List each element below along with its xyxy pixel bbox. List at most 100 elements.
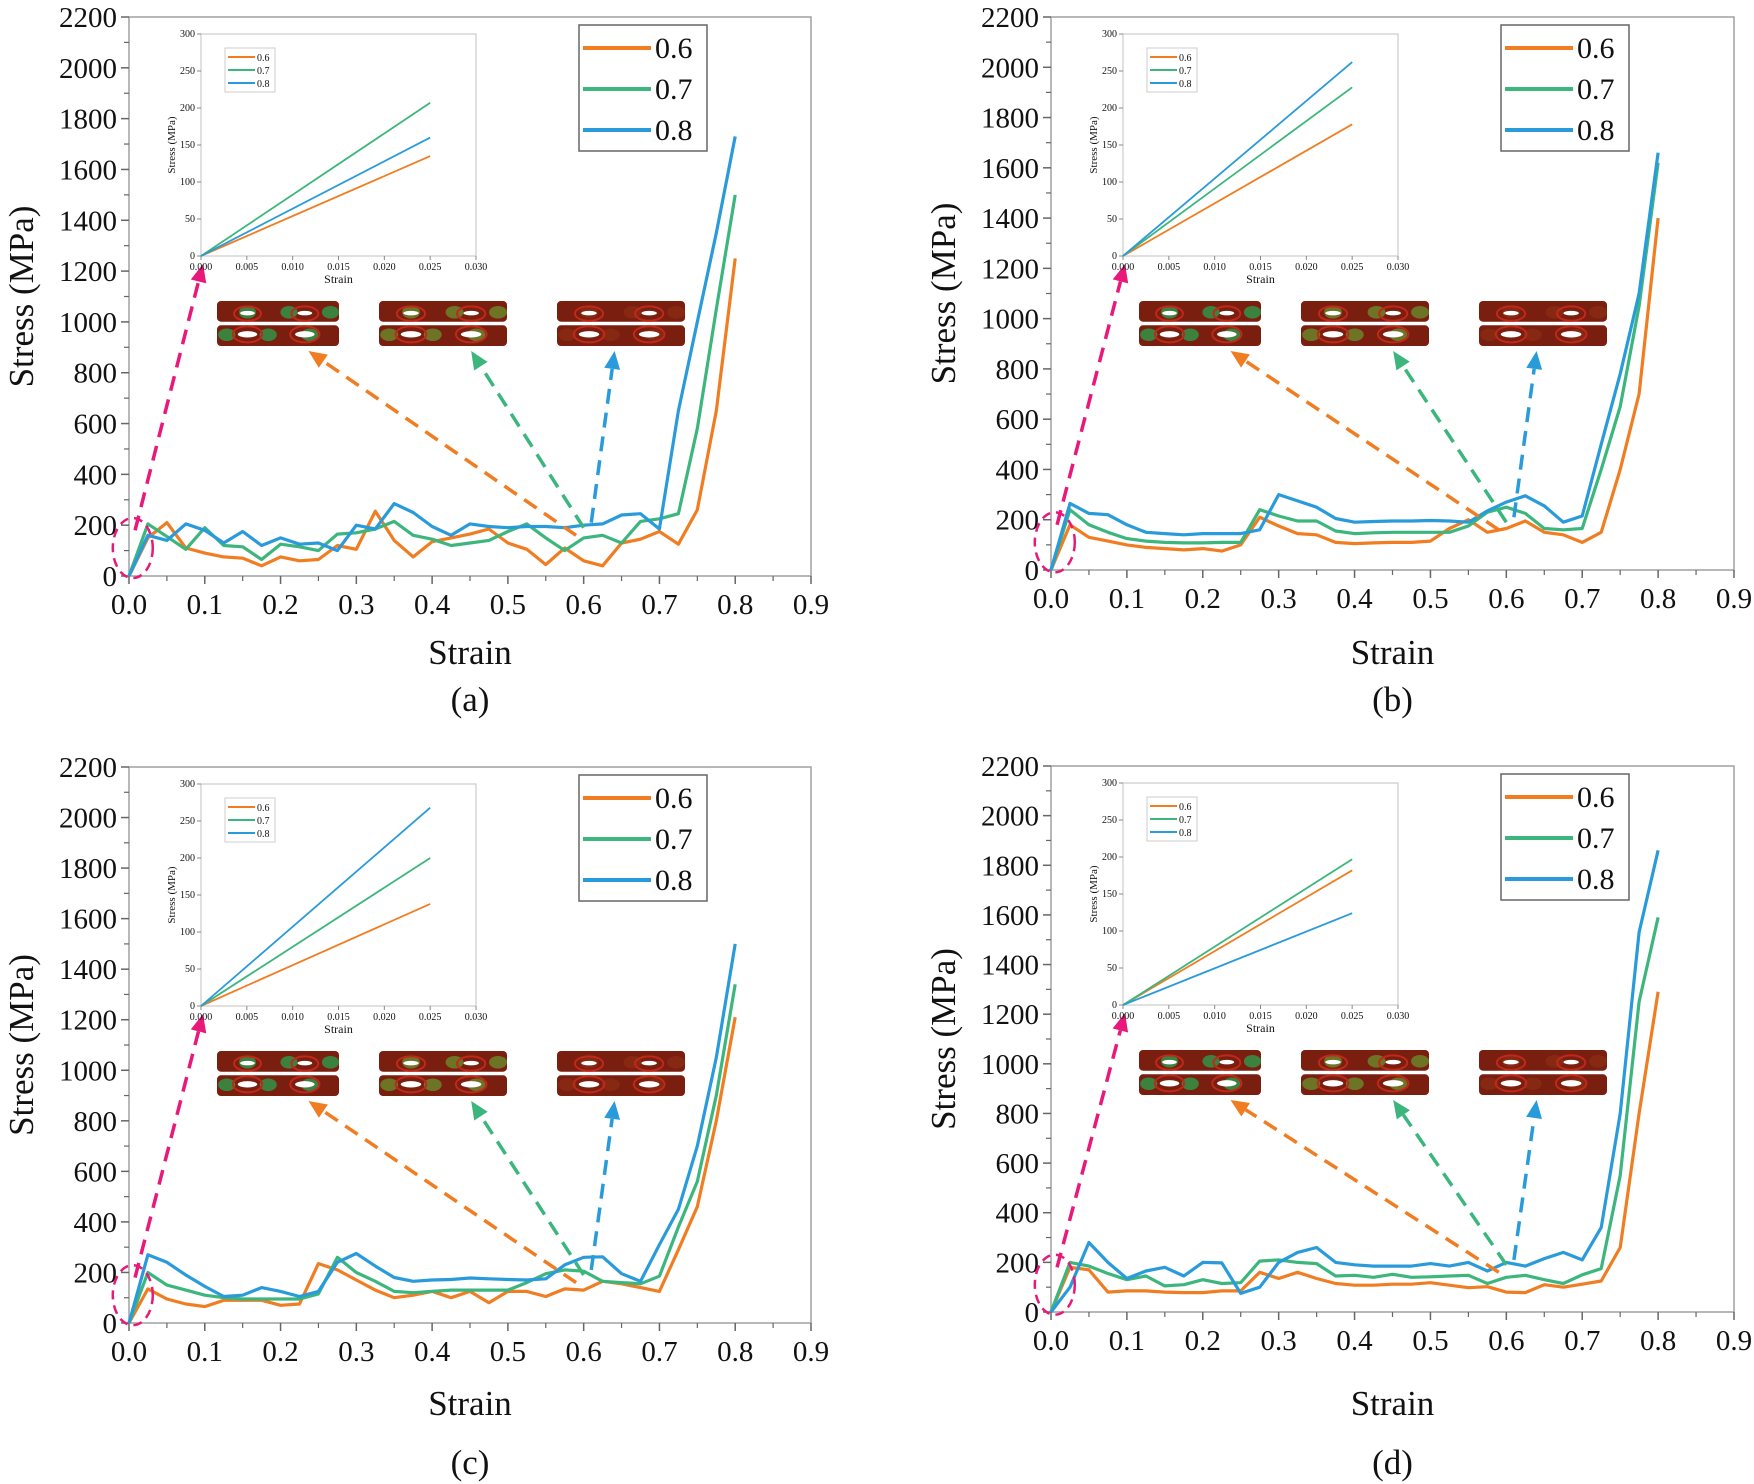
thumb-cell-ring xyxy=(456,1055,487,1072)
inset-x-tick-label: 0.020 xyxy=(373,262,396,273)
inset-legend-label: 0.7 xyxy=(257,816,270,827)
thumb-cell-hole xyxy=(295,1081,315,1088)
thumb-cell-ring xyxy=(1155,305,1184,322)
y-tick-label: 1200 xyxy=(981,999,1039,1031)
inset-x-tick-label: 0.025 xyxy=(419,1012,442,1023)
thumb-gap xyxy=(223,322,333,325)
y-tick-label: 0 xyxy=(1025,1297,1040,1329)
y-tick-label: 0 xyxy=(103,561,118,593)
arrow-shaft xyxy=(1244,1108,1500,1274)
fea-deformation-image-0.6 xyxy=(1139,1050,1261,1095)
inset-y-tick-label: 100 xyxy=(1102,177,1117,188)
legend: 0.6 0.7 0.8 xyxy=(578,24,708,152)
arrow-head xyxy=(604,351,621,370)
y-tick-label: 400 xyxy=(74,1207,118,1239)
y-tick-label: 1800 xyxy=(981,103,1039,135)
thumb-lower-beam xyxy=(1479,325,1607,346)
inset-chart: 0.000 0.005 0.010 0.015 0.020 0.025 0.030 0 50 10… xyxy=(166,29,487,286)
thumb-cell-hole xyxy=(400,331,422,338)
thumb-cell-hole xyxy=(463,310,479,316)
arrow-to-image-0.7 xyxy=(471,1101,586,1276)
thumb-cell-hole xyxy=(1563,310,1579,316)
y-tick-label: 1400 xyxy=(981,950,1039,982)
y-axis-title: Stress (MPa) xyxy=(2,206,41,388)
x-tick-label: 0.4 xyxy=(414,1336,451,1368)
inset-x-tick-label: 0.025 xyxy=(419,262,442,273)
panel-label: (a) xyxy=(451,680,490,719)
y-axis-title: Stress (MPa) xyxy=(924,203,963,385)
inset-series-line-0.8 xyxy=(1122,912,1353,1006)
inset-y-tick-label: 0 xyxy=(190,1001,195,1012)
thumb-cell-hole xyxy=(1325,1059,1341,1065)
inset-y-tick-label: 300 xyxy=(1102,29,1117,40)
fea-deformation-image-0.8 xyxy=(557,301,685,346)
thumb-cell-hole xyxy=(1560,331,1582,338)
thumb-cell-hole xyxy=(641,310,657,316)
y-tick-label: 2000 xyxy=(981,801,1039,833)
inset-series-line-0.8 xyxy=(1122,61,1353,257)
inset-x-tick-label: 0.010 xyxy=(1203,262,1226,273)
arrow-shaft xyxy=(1401,1113,1508,1266)
x-tick-label: 0.7 xyxy=(641,589,677,621)
arrow-shaft xyxy=(322,1109,578,1285)
thumb-cell-hole xyxy=(460,331,482,338)
inset-legend-label: 0.6 xyxy=(1179,53,1192,64)
arrow-head xyxy=(604,1101,621,1120)
panel-label: (c) xyxy=(451,1443,490,1482)
thumb-cell-ring xyxy=(456,305,487,322)
inset-y-tick-label: 250 xyxy=(180,66,195,77)
inset-x-tick-label: 0.000 xyxy=(1112,262,1135,273)
elastic-region-highlight xyxy=(1033,1253,1077,1316)
thumb-cell-ring xyxy=(1494,1074,1528,1093)
inset-y-tick-label: 0 xyxy=(190,251,195,262)
thumb-stress-patch xyxy=(423,328,442,342)
inset-y-tick-label: 150 xyxy=(180,890,195,901)
inset-x-tick-label: 0.010 xyxy=(281,262,304,273)
y-tick-label: 800 xyxy=(996,1098,1040,1130)
y-tick-label: 800 xyxy=(74,1106,118,1138)
arrow-head xyxy=(471,1101,488,1121)
thumb-cell-ring xyxy=(1316,325,1350,344)
legend-label: 0.6 xyxy=(655,32,693,65)
y-tick-label: 1800 xyxy=(59,853,117,885)
legend-label: 0.6 xyxy=(1577,781,1615,814)
thumb-gap xyxy=(385,322,501,325)
thumb-stress-patch xyxy=(259,328,277,342)
chart-panel-a: 0.0 0.1 0.2 0.3 0.4 0.5 0.6 0.7 0.8 0.9 0 200 400 600… xyxy=(2,2,829,719)
x-tick-label: 0.2 xyxy=(262,589,298,621)
inset-x-tick-label: 0.030 xyxy=(465,262,488,273)
legend-label: 0.8 xyxy=(1577,863,1615,896)
thumb-stress-patch xyxy=(601,328,620,342)
inset-y-tick-label: 50 xyxy=(185,214,195,225)
y-tick-label: 1800 xyxy=(981,850,1039,882)
thumb-gap xyxy=(1307,322,1423,325)
thumb-cell-ring xyxy=(1317,305,1349,322)
thumb-cell-hole xyxy=(403,1060,419,1066)
arrow-head xyxy=(1526,1100,1542,1119)
thumb-stress-patch xyxy=(380,1078,399,1092)
y-tick-label: 200 xyxy=(996,1247,1040,1279)
thumb-lower-beam xyxy=(1301,325,1429,346)
thumb-stress-patch xyxy=(1181,1077,1199,1091)
inset-y-axis-title: Stress (MPa) xyxy=(1088,865,1100,922)
x-tick-label: 0.2 xyxy=(262,1336,298,1368)
inset-x-tick-label: 0.030 xyxy=(1387,1011,1410,1022)
panel-label: (d) xyxy=(1372,1443,1413,1482)
x-tick-label: 0.1 xyxy=(187,1336,223,1368)
x-tick-label: 0.0 xyxy=(1033,1325,1069,1357)
thumb-cell-ring xyxy=(454,325,488,344)
inset-legend-label: 0.8 xyxy=(1179,79,1192,90)
inset-x-tick-label: 0.005 xyxy=(1158,262,1181,273)
x-axis-title: Strain xyxy=(428,1384,512,1423)
thumb-cell-ring xyxy=(1376,1074,1410,1093)
x-tick-label: 0.9 xyxy=(1716,583,1752,615)
x-tick-label: 0.9 xyxy=(1716,1325,1752,1357)
inset-y-tick-label: 200 xyxy=(1102,103,1117,114)
arrow-head xyxy=(1230,1100,1250,1117)
y-tick-label: 2200 xyxy=(59,2,117,34)
inset-y-tick-label: 150 xyxy=(1102,140,1117,151)
inset-y-axis-title: Stress (MPa) xyxy=(166,116,178,173)
x-tick-label: 0.3 xyxy=(1261,583,1297,615)
inset-y-tick-label: 250 xyxy=(1102,66,1117,77)
thumb-stress-patch xyxy=(1345,1077,1364,1091)
